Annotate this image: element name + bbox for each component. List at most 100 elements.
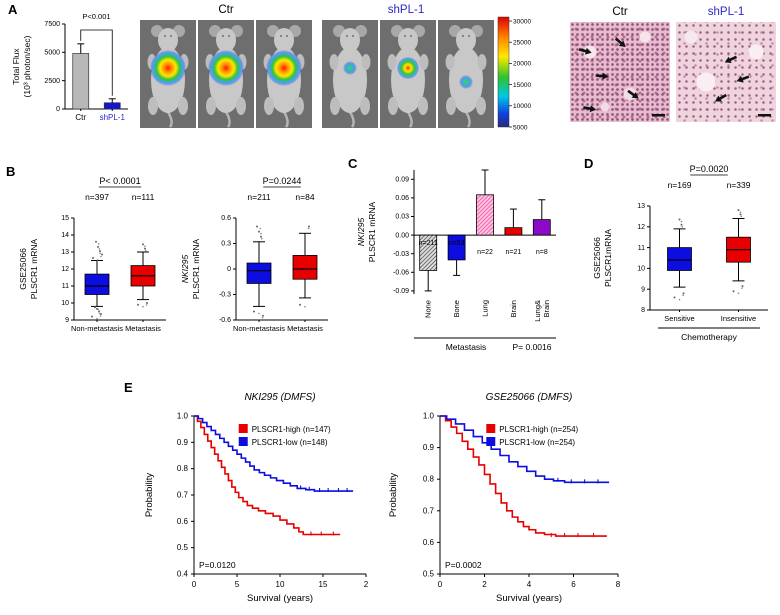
svg-text:Non-metastasis: Non-metastasis — [71, 324, 123, 333]
svg-text:9: 9 — [65, 317, 69, 324]
mouse-group-label-shpl1: shPL-1 — [387, 4, 425, 16]
svg-text:Non-metastasis: Non-metastasis — [233, 324, 285, 333]
svg-text:NKI295: NKI295 — [180, 255, 190, 284]
svg-text:Metastasis: Metastasis — [125, 324, 161, 333]
nki295-metastasis-boxplot: -0.6 -0.3 0 0.3 0.6 P=0.0244 n=211 Non-metastas… — [180, 176, 328, 333]
svg-text:Lung: Lung — [481, 300, 490, 317]
svg-text:15: 15 — [61, 215, 69, 222]
svg-text:2: 2 — [482, 580, 487, 589]
svg-text:0.7: 0.7 — [423, 506, 435, 515]
svg-text:0.3: 0.3 — [221, 241, 231, 248]
svg-text:0.6: 0.6 — [221, 215, 231, 222]
svg-text:5000: 5000 — [513, 124, 528, 131]
svg-text:Chemotherapy: Chemotherapy — [681, 332, 738, 342]
gse25066-metastasis-boxplot: 9 10 11 12 13 14 15 P< 0.0001 n=397 Non-metastasi… — [18, 176, 166, 333]
svg-text:Sensitive: Sensitive — [664, 314, 694, 323]
svg-text:PLSCR1-low (n=148): PLSCR1-low (n=148) — [252, 438, 328, 447]
histology-ctr-image — [570, 22, 670, 122]
gse25066-chemotherapy-boxplot: 8 9 10 11 12 13 P=0.0020 n=169 Sensitive n=339 Ins… — [592, 164, 768, 342]
histology-shpl1-image — [676, 22, 776, 122]
svg-text:P<0.001: P<0.001 — [82, 12, 110, 21]
svg-text:12: 12 — [61, 266, 69, 273]
svg-text:GSE25066: GSE25066 — [592, 237, 602, 279]
svg-text:Metastasis: Metastasis — [287, 324, 323, 333]
svg-text:4: 4 — [527, 580, 532, 589]
svg-text:P=0.0120: P=0.0120 — [199, 560, 236, 570]
nki295-metastasis-site-bar-chart: 0.09 0.06 0.03 0.00 -0.03 -0.06 -0.09 n=211 None… — [356, 169, 556, 352]
svg-text:0.4: 0.4 — [177, 570, 189, 579]
svg-text:2: 2 — [364, 580, 369, 589]
svg-text:0.03: 0.03 — [395, 214, 409, 221]
svg-text:GSE25066: GSE25066 — [18, 248, 28, 290]
svg-text:20000: 20000 — [513, 61, 531, 68]
histology-label-ctr: Ctr — [612, 6, 628, 18]
svg-text:0.6: 0.6 — [177, 517, 189, 526]
svg-text:NKI295 (DMFS): NKI295 (DMFS) — [244, 392, 315, 403]
svg-text:0: 0 — [192, 580, 197, 589]
svg-text:0.7: 0.7 — [177, 491, 189, 500]
svg-text:None: None — [424, 300, 433, 318]
svg-text:PLSCR1-low (n=254): PLSCR1-low (n=254) — [499, 438, 575, 447]
svg-text:5: 5 — [235, 580, 240, 589]
svg-text:n=211: n=211 — [419, 240, 438, 247]
svg-text:Survival (years): Survival (years) — [247, 593, 313, 604]
svg-text:2500: 2500 — [44, 78, 60, 85]
svg-text:P= 0.0016: P= 0.0016 — [513, 342, 552, 352]
svg-text:n=397: n=397 — [85, 192, 109, 202]
svg-text:PLSCR1 mRNA: PLSCR1 mRNA — [191, 238, 201, 299]
svg-text:P=0.0244: P=0.0244 — [263, 176, 302, 186]
svg-text:8: 8 — [641, 307, 645, 314]
svg-text:Survival (years): Survival (years) — [496, 593, 562, 604]
svg-text:0: 0 — [227, 266, 231, 273]
svg-text:Metastasis: Metastasis — [446, 342, 487, 352]
svg-text:0.8: 0.8 — [423, 475, 435, 484]
svg-text:10: 10 — [61, 300, 69, 307]
svg-text:0.9: 0.9 — [177, 438, 189, 447]
svg-text:8: 8 — [616, 580, 621, 589]
svg-text:Brain: Brain — [542, 300, 551, 318]
histology-label-shpl1: shPL-1 — [707, 6, 745, 18]
total-flux-bar-chart: 0 2500 5000 7500 Ctr shPL-1 P<0.001 Total Flux(… — [11, 12, 128, 122]
svg-text:P< 0.0001: P< 0.0001 — [99, 176, 140, 186]
svg-text:NKI295: NKI295 — [356, 218, 366, 247]
svg-text:7500: 7500 — [44, 21, 60, 28]
svg-text:-0.06: -0.06 — [393, 270, 409, 277]
svg-text:12: 12 — [637, 224, 645, 231]
svg-text:n=53: n=53 — [449, 240, 465, 247]
svg-text:P=0.0020: P=0.0020 — [690, 164, 729, 174]
svg-text:0.5: 0.5 — [423, 570, 435, 579]
bli-colorbar: 30000 25000 20000 15000 10000 5000 — [497, 16, 531, 131]
svg-text:10: 10 — [276, 580, 285, 589]
svg-text:-0.6: -0.6 — [219, 317, 231, 324]
mouse-bli-image — [380, 20, 436, 128]
histology-shpl1-arrows — [714, 55, 771, 117]
svg-text:30000: 30000 — [513, 18, 531, 25]
svg-text:Ctr: Ctr — [75, 113, 86, 122]
svg-text:Bone: Bone — [452, 300, 461, 318]
svg-text:0: 0 — [56, 106, 60, 113]
svg-text:n=169: n=169 — [668, 180, 692, 190]
svg-text:13: 13 — [637, 203, 645, 210]
svg-text:-0.03: -0.03 — [393, 251, 409, 258]
svg-text:10: 10 — [637, 266, 645, 273]
mouse-bli-strip — [140, 20, 494, 128]
svg-text:n=8: n=8 — [536, 249, 548, 256]
panel-label-e: E — [124, 380, 133, 395]
svg-text:0.8: 0.8 — [177, 464, 189, 473]
panel-label-d: D — [584, 156, 594, 171]
svg-text:0.9: 0.9 — [423, 443, 435, 452]
svg-text:Total Flux: Total Flux — [11, 48, 21, 85]
svg-text:n=211: n=211 — [247, 192, 271, 202]
panel-label-c: C — [348, 156, 358, 171]
svg-text:PLSCR1mRNA: PLSCR1mRNA — [603, 229, 613, 287]
panel-label-b: B — [6, 164, 16, 179]
svg-text:Brain: Brain — [509, 300, 518, 318]
svg-text:11: 11 — [62, 283, 69, 290]
svg-text:0.06: 0.06 — [395, 195, 409, 202]
panel-label-a: A — [8, 2, 18, 17]
svg-text:0.09: 0.09 — [395, 177, 409, 184]
svg-text:1.0: 1.0 — [423, 412, 435, 421]
mouse-bli-image — [140, 20, 196, 128]
svg-text:10000: 10000 — [513, 103, 531, 110]
